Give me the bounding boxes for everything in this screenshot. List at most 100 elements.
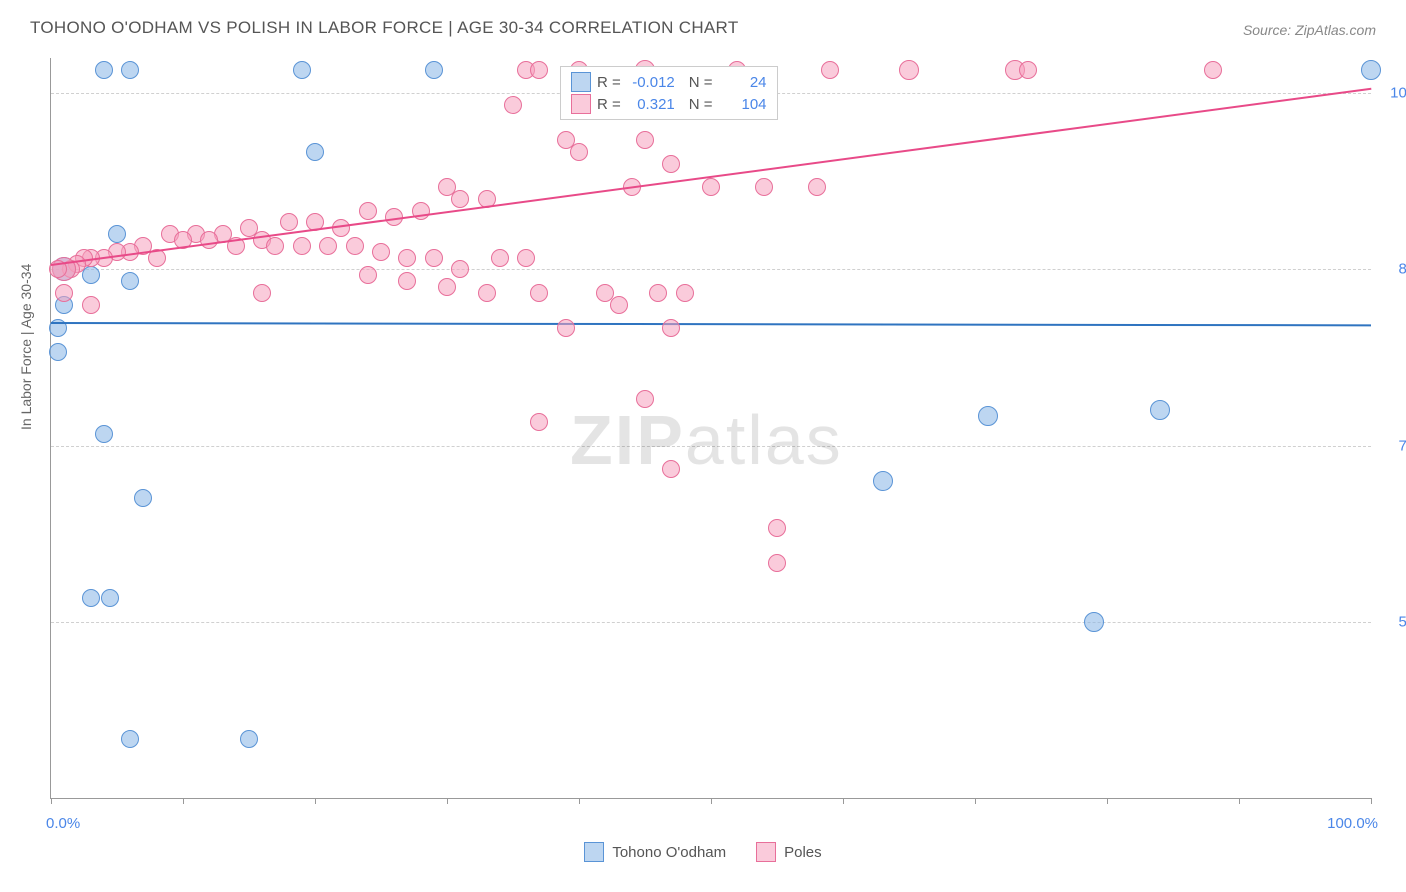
legend-n-label: N = <box>689 74 713 91</box>
gridline <box>51 446 1371 447</box>
data-point <box>359 202 377 220</box>
data-point <box>101 589 119 607</box>
data-point <box>49 343 67 361</box>
data-point <box>636 390 654 408</box>
y-tick-label: 70.0% <box>1381 437 1406 454</box>
data-point <box>425 249 443 267</box>
gridline <box>51 269 1371 270</box>
data-point <box>134 489 152 507</box>
legend-r-label: R = <box>597 74 621 91</box>
y-tick-label: 85.0% <box>1381 261 1406 278</box>
x-tick <box>183 798 184 804</box>
x-tick <box>1371 798 1372 804</box>
legend-n-value: 104 <box>719 96 767 113</box>
data-point <box>108 225 126 243</box>
data-point <box>451 260 469 278</box>
data-point <box>451 190 469 208</box>
y-axis-title: In Labor Force | Age 30-34 <box>18 264 34 430</box>
data-point <box>359 266 377 284</box>
correlation-legend: R = -0.012 N = 24 R = 0.321 N = 104 <box>560 66 778 120</box>
data-point <box>121 61 139 79</box>
x-tick <box>447 798 448 804</box>
x-tick <box>1239 798 1240 804</box>
data-point <box>491 249 509 267</box>
data-point <box>662 319 680 337</box>
data-point <box>121 272 139 290</box>
legend-swatch <box>584 842 604 862</box>
legend-n-value: 24 <box>719 74 767 91</box>
x-tick <box>711 798 712 804</box>
data-point <box>702 178 720 196</box>
x-tick <box>579 798 580 804</box>
data-point <box>768 519 786 537</box>
data-point <box>649 284 667 302</box>
data-point <box>530 284 548 302</box>
legend-row: R = -0.012 N = 24 <box>571 71 767 93</box>
data-point <box>95 61 113 79</box>
data-point <box>82 589 100 607</box>
data-point <box>240 730 258 748</box>
data-point <box>557 319 575 337</box>
data-point <box>82 296 100 314</box>
data-point <box>398 249 416 267</box>
data-point <box>346 237 364 255</box>
data-point <box>570 143 588 161</box>
data-point <box>662 155 680 173</box>
legend-swatch <box>756 842 776 862</box>
legend-swatch <box>571 94 591 114</box>
x-tick <box>1107 798 1108 804</box>
data-point <box>978 406 998 426</box>
y-tick-label: 100.0% <box>1381 85 1406 102</box>
data-point <box>121 730 139 748</box>
legend-r-label: R = <box>597 96 621 113</box>
x-tick <box>315 798 316 804</box>
x-tick <box>51 798 52 804</box>
data-point <box>425 61 443 79</box>
data-point <box>398 272 416 290</box>
data-point <box>1084 612 1104 632</box>
data-point <box>662 460 680 478</box>
data-point <box>55 284 73 302</box>
x-tick <box>843 798 844 804</box>
data-point <box>755 178 773 196</box>
data-point <box>808 178 826 196</box>
data-point <box>306 143 324 161</box>
data-point <box>332 219 350 237</box>
data-point <box>530 413 548 431</box>
data-point <box>95 425 113 443</box>
data-point <box>438 278 456 296</box>
legend-n-label: N = <box>689 96 713 113</box>
data-point <box>319 237 337 255</box>
data-point <box>372 243 390 261</box>
data-point <box>280 213 298 231</box>
data-point <box>636 131 654 149</box>
data-point <box>1204 61 1222 79</box>
data-point <box>768 554 786 572</box>
data-point <box>478 284 496 302</box>
y-tick-label: 55.0% <box>1381 613 1406 630</box>
legend-r-value: -0.012 <box>627 74 675 91</box>
data-point <box>504 96 522 114</box>
data-point <box>293 237 311 255</box>
data-point <box>200 231 218 249</box>
data-point <box>293 61 311 79</box>
legend-item: Poles <box>756 842 822 862</box>
x-tick <box>975 798 976 804</box>
data-point <box>530 61 548 79</box>
data-point <box>676 284 694 302</box>
data-point <box>873 471 893 491</box>
legend-label: Tohono O'odham <box>612 844 726 861</box>
source-attribution: Source: ZipAtlas.com <box>1243 22 1376 38</box>
trend-line <box>51 322 1371 326</box>
legend-r-value: 0.321 <box>627 96 675 113</box>
data-point <box>1361 60 1381 80</box>
data-point <box>821 61 839 79</box>
legend-label: Poles <box>784 844 822 861</box>
gridline <box>51 622 1371 623</box>
data-point <box>517 249 535 267</box>
legend-item: Tohono O'odham <box>584 842 726 862</box>
chart-plot-area: 55.0%70.0%85.0%100.0% <box>50 58 1371 799</box>
x-axis-min-label: 0.0% <box>46 815 80 832</box>
legend-swatch <box>571 72 591 92</box>
x-axis-max-label: 100.0% <box>1327 815 1378 832</box>
